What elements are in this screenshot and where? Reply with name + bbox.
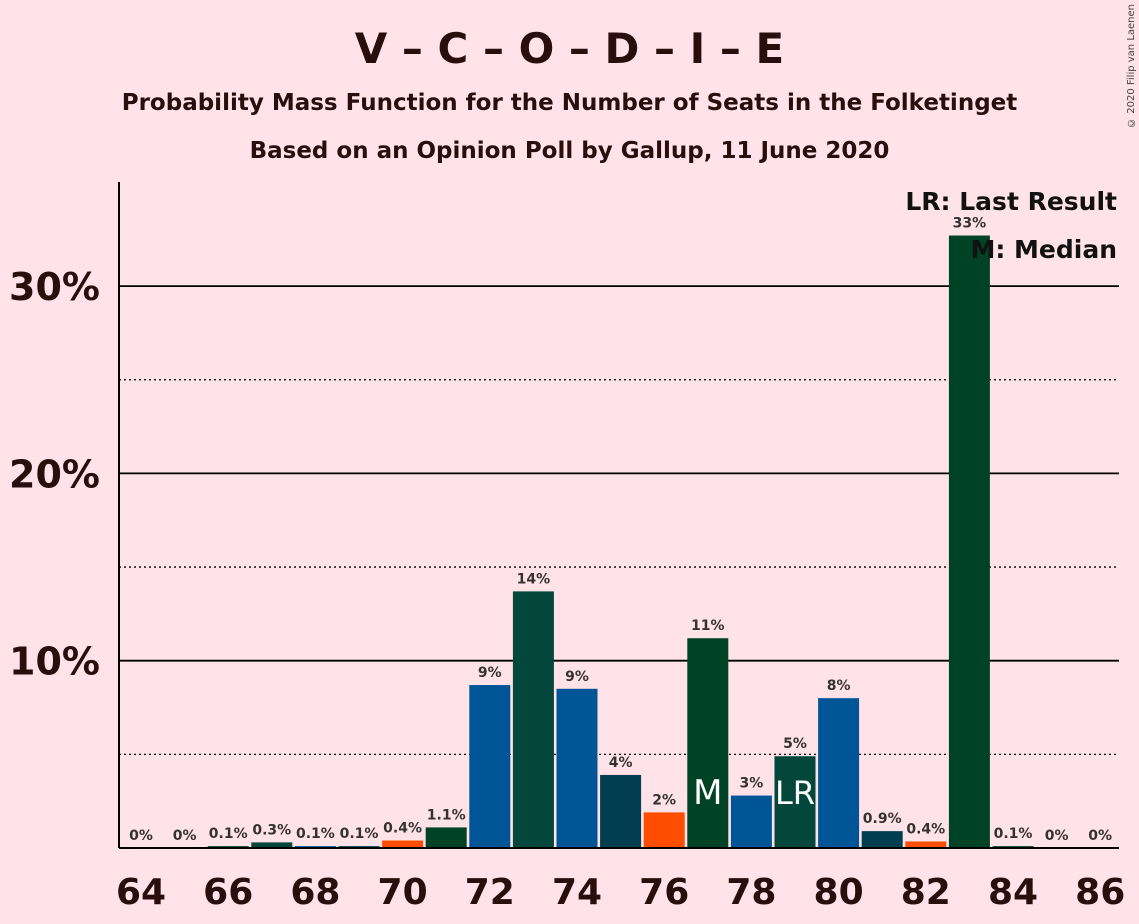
bar-seats-71 (425, 827, 467, 848)
bar-value-label: 0% (1088, 828, 1112, 844)
bar-seats-79 (774, 756, 816, 848)
bar-value-label: 0.9% (863, 811, 902, 827)
bar-value-label: 0.3% (252, 822, 291, 838)
bar-seats-76 (643, 812, 685, 848)
bar-value-label: 33% (953, 216, 987, 232)
bar-seats-81 (861, 831, 903, 848)
legend-last-result: LR: Last Result (905, 187, 1117, 216)
chart-title: V – C – O – D – I – E (354, 24, 785, 73)
bar-value-label: 0.1% (209, 826, 248, 842)
bar-value-label: 0% (129, 828, 153, 844)
bar-value-label: 2% (652, 792, 676, 808)
chart-subtitle-poll: Based on an Opinion Poll by Gallup, 11 J… (249, 138, 890, 164)
x-tick-label: 72 (465, 872, 515, 913)
last-result-marker: LR (775, 774, 815, 812)
x-tick-label: 84 (988, 872, 1038, 913)
x-tick-label: 66 (203, 872, 253, 913)
bar-value-label: 8% (827, 678, 851, 694)
bar-seats-78 (730, 795, 772, 848)
median-marker: M (693, 773, 722, 813)
x-tick-label: 68 (290, 872, 340, 913)
bar-seats-77 (687, 638, 729, 848)
x-tick-label: 70 (378, 872, 428, 913)
bar-seats-67 (251, 842, 293, 848)
bar-value-label: 0.1% (296, 826, 335, 842)
x-tick-label: 86 (1075, 872, 1125, 913)
bar-seats-70 (382, 840, 424, 848)
bar-value-label: 0.4% (906, 821, 945, 837)
bar-seats-72 (469, 685, 511, 848)
bar-seats-83 (948, 235, 990, 849)
bar-value-label: 0.1% (340, 826, 379, 842)
bar-value-label: 4% (609, 755, 633, 771)
x-tick-label: 80 (814, 872, 864, 913)
bar-seats-75 (600, 774, 642, 848)
bar-value-label: 9% (565, 669, 589, 685)
x-tick-label: 82 (901, 872, 951, 913)
legend-median: M: Median (970, 235, 1117, 264)
y-tick-label: 30% (9, 265, 100, 309)
bar-value-label: 3% (740, 776, 764, 792)
bar-value-label: 11% (691, 618, 725, 634)
bar-seats-82 (905, 841, 947, 848)
bar-value-label: 5% (783, 736, 807, 752)
bar-seats-80 (818, 698, 860, 848)
y-tick-label: 10% (9, 640, 100, 684)
bar-value-label: 9% (478, 665, 502, 681)
bar-value-label: 1.1% (427, 807, 466, 823)
x-tick-label: 78 (726, 872, 776, 913)
y-tick-label: 20% (9, 452, 100, 496)
bar-seats-74 (556, 688, 598, 848)
bar-value-label: 0% (173, 828, 197, 844)
bar-seats-73 (512, 591, 554, 848)
bar-value-label: 0.4% (383, 821, 422, 837)
chart-subtitle: Probability Mass Function for the Number… (121, 90, 1018, 116)
x-tick-label: 76 (639, 872, 689, 913)
bar-value-label: 0% (1045, 828, 1069, 844)
bar-value-label: 14% (517, 571, 551, 587)
bar-value-label: 0.1% (994, 826, 1033, 842)
x-tick-label: 64 (116, 872, 166, 913)
x-tick-label: 74 (552, 872, 602, 913)
